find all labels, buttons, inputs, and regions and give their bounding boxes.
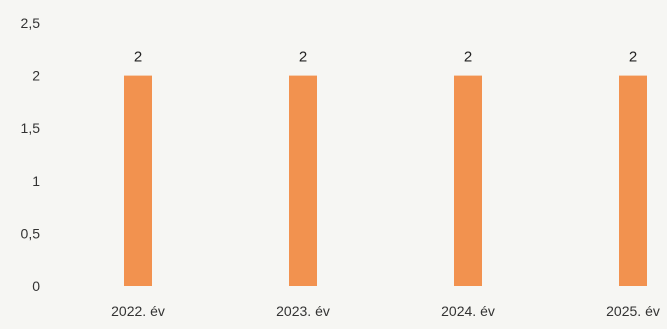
bar (619, 75, 647, 286)
data-label: 2 (299, 49, 307, 66)
data-label: 2 (629, 49, 637, 66)
y-tick-label: 2 (32, 68, 40, 84)
y-tick-label: 0,5 (21, 225, 41, 241)
y-axis: 0 0,5 1 1,5 2 2,5 (21, 15, 41, 294)
data-label: 2 (464, 49, 472, 66)
x-category-label: 2022. év (111, 303, 165, 319)
bar (124, 75, 152, 286)
y-tick-label: 2,5 (21, 15, 41, 31)
data-label: 2 (134, 49, 142, 66)
y-tick-label: 1,5 (21, 120, 41, 136)
y-tick-label: 0 (32, 278, 40, 294)
x-category-label: 2025. év (606, 303, 660, 319)
x-category-label: 2023. év (276, 303, 330, 319)
bar (454, 75, 482, 286)
x-axis: 2022. év 2023. év 2024. év 2025. év (111, 303, 660, 319)
bar-series: 2 2 2 2 (124, 49, 647, 286)
y-tick-label: 1 (32, 173, 40, 189)
x-category-label: 2024. év (441, 303, 495, 319)
bar (289, 75, 317, 286)
